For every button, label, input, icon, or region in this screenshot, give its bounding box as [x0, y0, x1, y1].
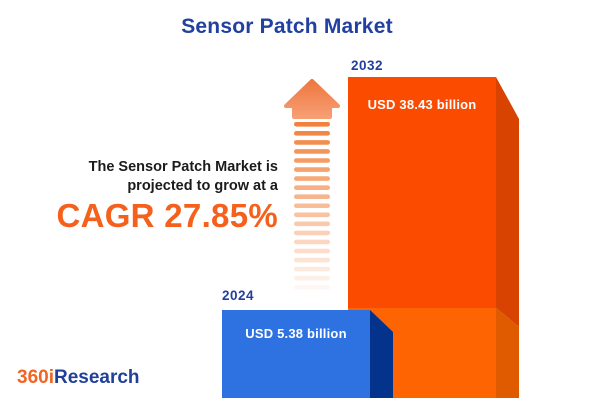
bar-value-label-2024: USD 5.38 billion: [245, 326, 347, 341]
growth-arrow-dash: [294, 266, 330, 272]
growth-arrow-dash: [294, 167, 330, 172]
bar-2024-side: [370, 310, 393, 398]
growth-arrow-dash: [294, 221, 330, 227]
growth-arrow-tail: [294, 122, 330, 290]
growth-arrow-dash: [294, 149, 330, 154]
bar-2024: [222, 310, 393, 398]
growth-arrow-head: [284, 79, 340, 119]
growth-arrow-dash: [294, 257, 330, 263]
bar-2024-face: [222, 310, 370, 398]
bar-2032-lower-side: [496, 308, 519, 398]
growth-arrow-dash: [294, 131, 330, 136]
bar-year-label-2024: 2024: [222, 288, 255, 303]
growth-note-line1: The Sensor Patch Market is: [88, 159, 278, 175]
growth-arrow-dash: [294, 194, 330, 199]
growth-arrow-dash: [294, 248, 330, 254]
page-title: Sensor Patch Market: [181, 15, 393, 38]
growth-arrow-dash: [294, 185, 330, 190]
bar-value-label-2032: USD 38.43 billion: [367, 97, 477, 112]
logo-part-360i: 360i: [17, 367, 54, 388]
logo-part-research: Research: [53, 367, 140, 388]
growth-note: The Sensor Patch Market is projected to …: [0, 158, 278, 233]
growth-arrow-dash: [294, 284, 330, 290]
growth-arrow-dash: [294, 158, 330, 163]
growth-note-line2: projected to grow at a: [127, 178, 278, 194]
growth-arrow-dash: [294, 122, 330, 127]
bar-year-label-2032: 2032: [351, 58, 384, 73]
cagr-value: CAGR 27.85%: [56, 197, 278, 234]
growth-arrow-dash: [294, 140, 330, 145]
growth-arrow-dash: [294, 203, 330, 209]
growth-arrow-dash: [294, 230, 330, 236]
growth-arrow-dash: [294, 275, 330, 281]
bar-2032-side: [496, 77, 519, 327]
growth-arrow-dash: [294, 176, 330, 181]
bar-2032-face: [348, 77, 496, 308]
growth-arrow-dash: [294, 239, 330, 245]
growth-arrow-dash: [294, 212, 330, 218]
growth-arrow-icon: [284, 79, 340, 290]
logo-360iresearch: 360iResearch: [17, 368, 140, 388]
